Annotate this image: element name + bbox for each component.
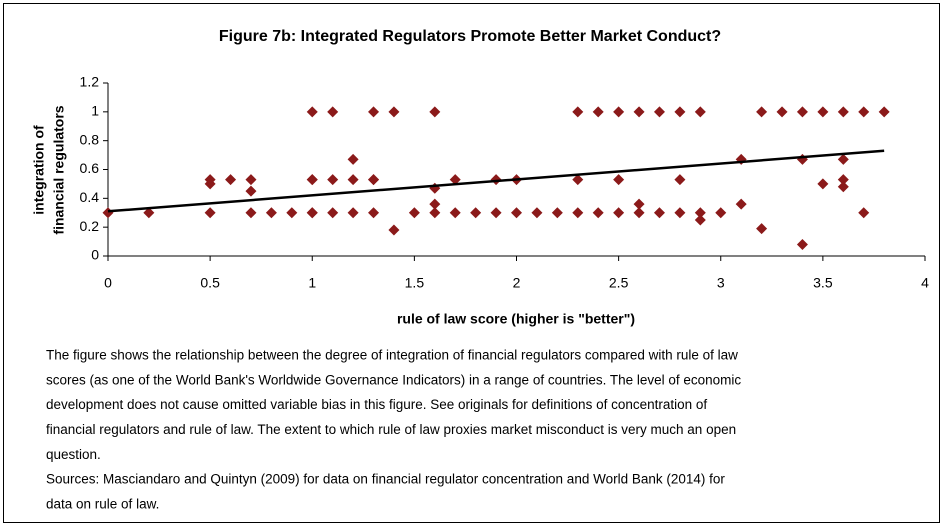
caption-line: Sources: Masciandaro and Quintyn (2009) … [46, 472, 725, 487]
point [143, 207, 155, 219]
point [490, 207, 502, 219]
point [286, 207, 298, 219]
point [225, 174, 237, 186]
point [613, 207, 625, 219]
point [347, 153, 359, 165]
x-tick-label: 1 [308, 275, 316, 291]
point [633, 106, 645, 118]
point [429, 198, 441, 210]
point [756, 223, 768, 235]
point [347, 207, 359, 219]
point [408, 207, 420, 219]
y-tick-label: 0.4 [80, 189, 100, 205]
point [776, 106, 788, 118]
point [347, 174, 359, 186]
point [572, 174, 584, 186]
point [694, 214, 706, 226]
caption-line: data on rule of law. [46, 496, 159, 511]
point [204, 207, 216, 219]
trendline [107, 149, 885, 213]
point [511, 207, 522, 219]
point [613, 174, 625, 186]
point [531, 207, 543, 219]
y-tick-label: 1 [91, 103, 99, 119]
caption-line: question. [46, 447, 101, 462]
point [449, 174, 461, 186]
caption-line: scores (as one of the World Bank's World… [46, 372, 741, 387]
caption-line: development does not cause omitted varia… [46, 397, 707, 412]
y-tick-label: 0.8 [80, 131, 100, 147]
point [633, 198, 645, 210]
point [796, 106, 808, 118]
point [694, 106, 706, 118]
x-tick-label: 2.5 [609, 275, 629, 291]
point [653, 207, 665, 219]
point [449, 207, 461, 219]
point [306, 174, 318, 186]
point [715, 207, 727, 219]
caption-line: The figure shows the relationship betwee… [46, 348, 738, 363]
point [429, 207, 441, 219]
point [368, 174, 380, 186]
point [429, 106, 441, 118]
point [572, 207, 584, 219]
point [674, 207, 686, 219]
x-tick-label: 2 [513, 275, 521, 291]
point [245, 207, 257, 219]
point [368, 106, 380, 118]
point [592, 106, 604, 118]
chart-border [3, 3, 940, 523]
point [837, 106, 849, 118]
point [327, 106, 339, 118]
y-axis-label: financial regulators [51, 105, 67, 234]
point [633, 207, 645, 219]
point [306, 106, 318, 118]
point [817, 106, 829, 118]
point [837, 153, 849, 165]
point [837, 181, 849, 193]
point [572, 106, 584, 118]
y-tick-label: 0.6 [80, 160, 100, 176]
point [368, 207, 380, 219]
point [306, 207, 318, 219]
point [858, 207, 870, 219]
point [265, 207, 277, 219]
point [592, 207, 604, 219]
point [796, 238, 808, 250]
point [327, 174, 339, 186]
y-axis-label: integration of [31, 125, 47, 215]
point [613, 106, 625, 118]
y-tick-label: 0 [91, 247, 99, 263]
point [858, 106, 870, 118]
chart-title: Figure 7b: Integrated Regulators Promote… [219, 28, 721, 45]
x-tick-label: 1.5 [405, 275, 425, 291]
x-tick-label: 3.5 [813, 275, 833, 291]
point [756, 106, 768, 118]
point [245, 174, 257, 186]
point [837, 174, 849, 186]
point [245, 185, 257, 197]
point [388, 224, 400, 236]
y-tick-label: 0.2 [80, 218, 100, 234]
point [735, 198, 747, 210]
point [388, 106, 400, 118]
point [327, 207, 339, 219]
point [551, 207, 563, 219]
point [694, 207, 706, 219]
caption-line: financial regulators and rule of law. Th… [46, 422, 736, 437]
x-tick-label: 0 [104, 275, 112, 291]
x-tick-label: 4 [921, 275, 929, 291]
point [470, 207, 482, 219]
x-tick-label: 3 [717, 275, 725, 291]
point [653, 106, 665, 118]
point [674, 106, 686, 118]
point [674, 174, 686, 186]
x-axis-label: rule of law score (higher is "better") [397, 311, 635, 327]
y-tick-label: 1.2 [80, 74, 100, 90]
point [878, 106, 890, 118]
point [817, 178, 829, 190]
x-tick-label: 0.5 [200, 275, 220, 291]
point [204, 178, 216, 190]
